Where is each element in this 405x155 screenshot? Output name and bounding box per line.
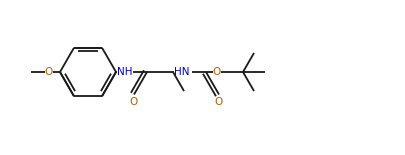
Text: O: O [45, 67, 53, 77]
Text: HN: HN [174, 67, 189, 77]
Text: NH: NH [117, 67, 132, 77]
Text: O: O [214, 97, 223, 106]
Text: O: O [130, 97, 138, 106]
Text: O: O [212, 67, 221, 77]
